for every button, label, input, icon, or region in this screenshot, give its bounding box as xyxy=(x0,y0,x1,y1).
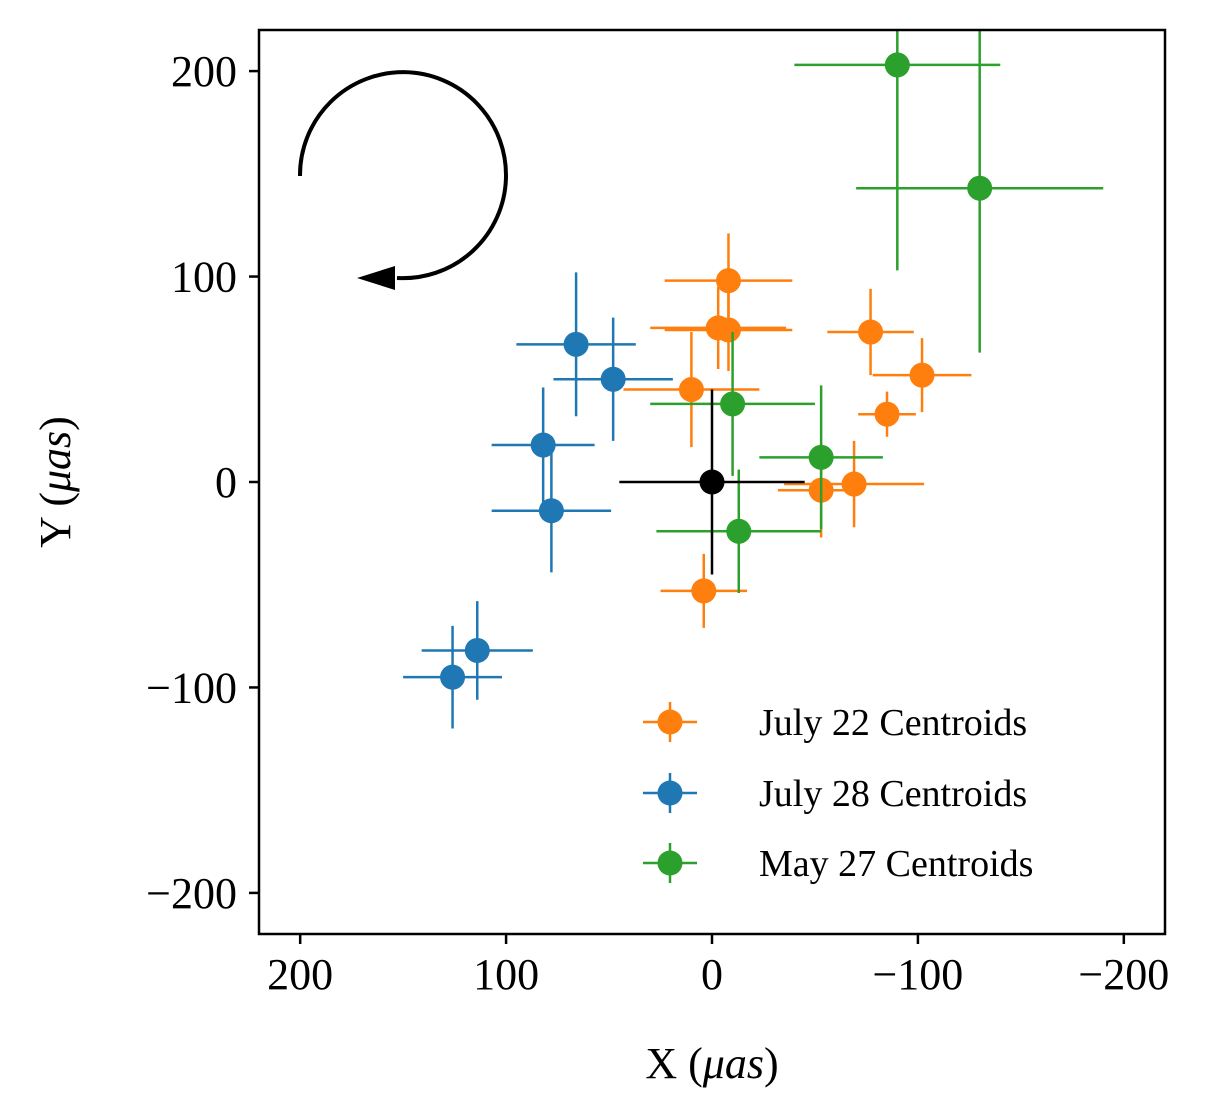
series-3-point-2 xyxy=(856,30,1104,353)
data-point-marker xyxy=(874,401,900,427)
series-2-point-4 xyxy=(491,449,612,573)
rotation-arrow-head xyxy=(357,266,395,290)
series-1-point-7 xyxy=(858,391,916,437)
legend-label: July 22 Centroids xyxy=(759,702,1027,744)
data-point-marker xyxy=(530,432,556,458)
data-point-marker xyxy=(967,175,993,201)
data-point-marker xyxy=(841,471,867,497)
series-2-point-3 xyxy=(491,387,595,503)
series-2-point-2 xyxy=(553,317,673,441)
series-1-point-10 xyxy=(660,553,748,628)
data-point-marker xyxy=(726,518,752,544)
data-point-marker xyxy=(678,377,704,403)
data-point-marker xyxy=(691,578,717,604)
series-1-point-5 xyxy=(827,288,914,376)
data-point-marker xyxy=(715,268,741,294)
data-point-marker xyxy=(600,366,626,392)
x-tick-label: 0 xyxy=(701,950,723,999)
y-tick-label: 200 xyxy=(171,47,237,96)
reference-point xyxy=(619,389,805,575)
legend-label: July 28 Centroids xyxy=(759,773,1027,815)
x-tick-label: 100 xyxy=(473,950,539,999)
y-tick-label: 100 xyxy=(171,253,237,302)
y-tick-label: −200 xyxy=(146,869,237,918)
legend-label: May 27 Centroids xyxy=(759,843,1033,885)
data-point-marker xyxy=(440,664,466,690)
data-point-marker xyxy=(464,637,490,663)
y-axis-label: Y (μas) xyxy=(31,416,80,548)
legend-marker xyxy=(657,780,683,806)
series-2-point-1 xyxy=(516,272,636,417)
series-1-point-6 xyxy=(872,338,972,413)
y-tick-label: −100 xyxy=(146,663,237,712)
data-point-marker xyxy=(909,362,935,388)
series-2-point-6 xyxy=(421,601,533,700)
data-point-marker xyxy=(538,498,564,524)
data-point-marker xyxy=(808,444,834,470)
data-point-marker xyxy=(884,52,910,78)
data-point-marker xyxy=(720,391,746,417)
legend-entry-1: July 22 Centroids xyxy=(643,702,1027,744)
legend-marker xyxy=(657,709,683,735)
x-tick-label: 200 xyxy=(267,950,333,999)
series-3-point-1 xyxy=(794,30,1001,271)
series-3-point-4 xyxy=(759,385,883,530)
x-tick-label: −200 xyxy=(1078,950,1169,999)
data-point-marker xyxy=(563,331,589,357)
series-1-point-3 xyxy=(664,288,793,372)
x-axis-label: X (μas) xyxy=(645,1039,778,1088)
series-3-point-5 xyxy=(656,469,822,593)
series-2-point-5 xyxy=(403,625,502,729)
y-tick-label: 0 xyxy=(215,458,237,507)
legend-entry-3: May 27 Centroids xyxy=(643,843,1033,885)
series-1-point-9 xyxy=(784,440,925,528)
data-point-marker xyxy=(699,469,725,495)
legend-marker xyxy=(657,850,683,876)
series-3-point-3 xyxy=(650,332,815,476)
legend-entry-2: July 28 Centroids xyxy=(643,773,1027,815)
data-point-marker xyxy=(858,319,884,345)
rotation-arrow-arc xyxy=(297,70,508,281)
data-point-marker xyxy=(715,317,741,343)
legend: July 22 Centroids July 28 Centroids May 27… xyxy=(643,702,1033,885)
x-tick-label: −100 xyxy=(872,950,963,999)
series-1-point-4 xyxy=(623,332,760,448)
